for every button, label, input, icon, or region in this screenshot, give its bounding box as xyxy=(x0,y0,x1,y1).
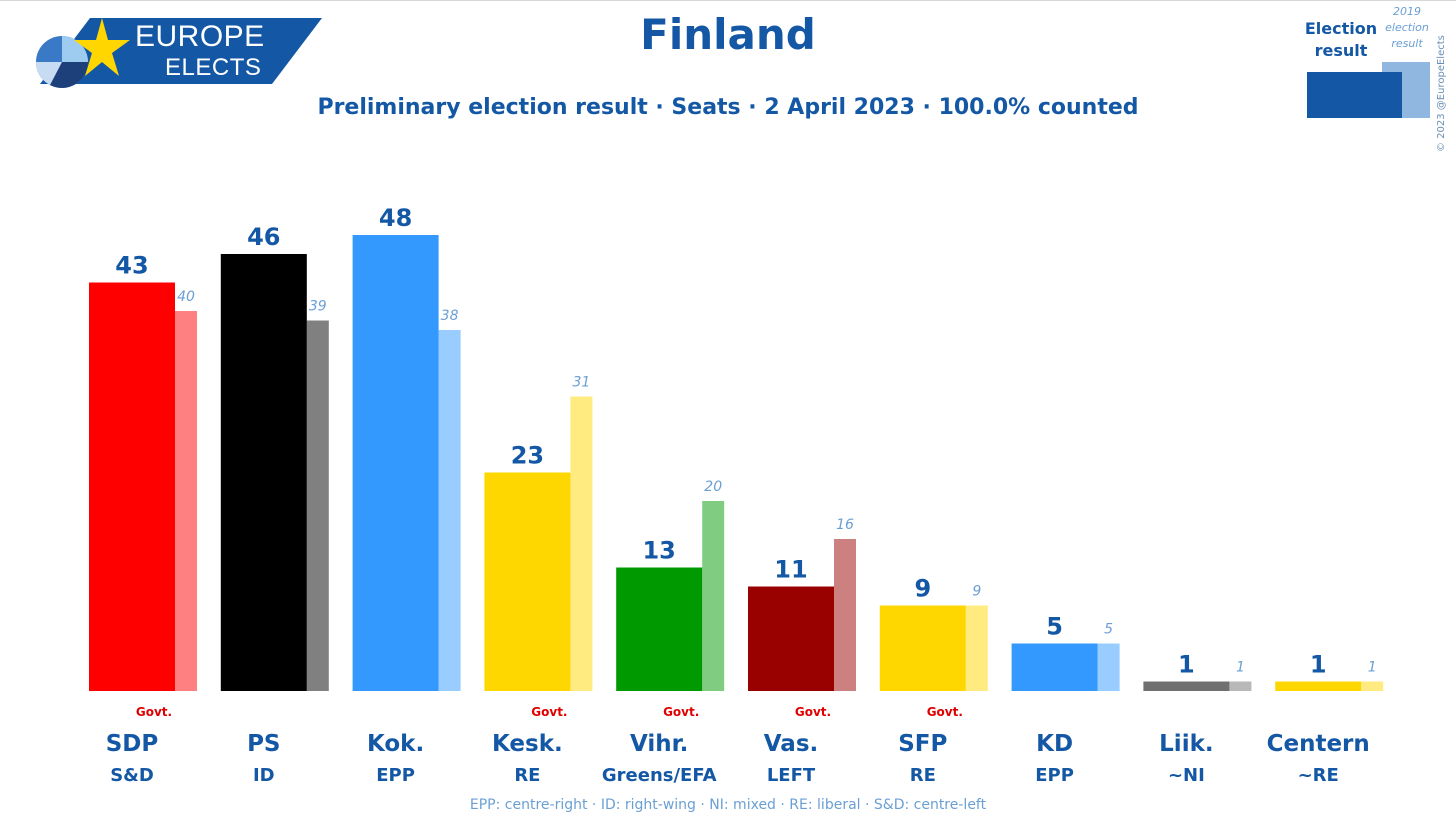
party-label-liik: Liik. xyxy=(1159,731,1213,757)
value-label-2019-ps: 39 xyxy=(309,299,327,315)
bar-2019-sdp xyxy=(175,311,197,691)
party-label-ps: PS xyxy=(247,731,280,757)
bar-2019-kok xyxy=(438,330,461,691)
group-label-kd: EPP xyxy=(1035,765,1074,786)
logo-graphic xyxy=(36,18,322,88)
value-label-2023-kok: 48 xyxy=(379,204,412,232)
party-label-sdp: SDP xyxy=(106,731,159,757)
legend: Election result 2019 election result xyxy=(1300,5,1435,123)
bar-2023-kd xyxy=(1011,643,1098,691)
value-label-2023-kesk: 23 xyxy=(511,442,544,470)
value-label-2019-sfp: 9 xyxy=(972,584,981,600)
govt-marker-sdp: Govt. xyxy=(136,705,172,719)
bar-2023-liik xyxy=(1143,681,1230,691)
bar-2023-vas xyxy=(748,586,834,691)
group-label-kesk: RE xyxy=(514,765,540,786)
value-label-2019-kesk: 31 xyxy=(572,375,590,391)
value-label-2023-liik: 1 xyxy=(1178,651,1195,679)
party-label-sfp: SFP xyxy=(898,731,947,757)
party-label-kok: Kok. xyxy=(367,731,424,757)
govt-marker-vihr: Govt. xyxy=(663,705,699,719)
value-label-2019-vihr: 20 xyxy=(704,479,722,495)
bar-2019-sfp xyxy=(965,605,988,691)
value-label-2019-vas: 16 xyxy=(836,517,854,533)
party-label-kd: KD xyxy=(1036,731,1073,757)
govt-marker-vas: Govt. xyxy=(795,705,831,719)
value-label-2019-centern: 1 xyxy=(1368,660,1377,676)
govt-marker-kesk: Govt. xyxy=(531,705,567,719)
group-label-centern: ~RE xyxy=(1298,765,1339,786)
value-label-2023-sfp: 9 xyxy=(914,575,931,603)
value-label-2019-kok: 38 xyxy=(441,308,459,324)
chart-title: Finland xyxy=(640,10,816,59)
party-label-vas: Vas. xyxy=(764,731,819,757)
value-label-2023-sdp: 43 xyxy=(115,252,148,280)
group-footnote: EPP: centre-right · ID: right-wing · NI:… xyxy=(469,797,987,813)
bar-2023-kesk xyxy=(484,472,571,691)
logo-line2: ELECTS xyxy=(165,54,262,81)
bar-2019-kd xyxy=(1097,643,1120,691)
group-label-ps: ID xyxy=(253,765,275,786)
value-label-2019-liik: 1 xyxy=(1236,660,1245,676)
bar-2019-centern xyxy=(1361,681,1384,691)
value-label-2023-vas: 11 xyxy=(774,556,807,584)
group-label-vihr: Greens/EFA xyxy=(602,765,717,786)
value-label-2023-ps: 46 xyxy=(247,223,280,251)
group-label-vas: LEFT xyxy=(767,765,816,786)
group-label-sdp: S&D xyxy=(110,765,154,786)
value-label-2023-vihr: 13 xyxy=(642,537,675,565)
bar-2023-sfp xyxy=(879,605,966,691)
party-label-kesk: Kesk. xyxy=(492,731,563,757)
value-label-2023-centern: 1 xyxy=(1310,651,1327,679)
chart-subtitle: Preliminary election result · Seats · 2 … xyxy=(317,95,1139,120)
legend-current-label: Election result xyxy=(1304,19,1378,60)
legend-previous-label: 2019 election result xyxy=(1385,5,1429,50)
bar-2023-ps xyxy=(220,254,307,691)
top-rule xyxy=(0,0,1456,1)
bar-2019-ps xyxy=(306,320,329,691)
party-label-centern: Centern xyxy=(1267,731,1370,757)
party-label-vihr: Vihr. xyxy=(630,731,688,757)
bar-2019-vihr xyxy=(702,501,725,691)
europe-elects-logo: EUROPE ELECTS xyxy=(28,14,328,88)
bar-2023-vihr xyxy=(616,567,703,691)
legend-current-swatch xyxy=(1307,72,1402,118)
govt-marker-sfp: Govt. xyxy=(927,705,963,719)
value-label-2019-sdp: 40 xyxy=(177,289,195,305)
bar-2023-kok xyxy=(352,235,439,691)
value-label-2023-kd: 5 xyxy=(1046,613,1063,641)
logo-line1: EUROPE xyxy=(135,20,265,53)
bar-2019-vas xyxy=(834,539,856,691)
value-label-2019-kd: 5 xyxy=(1104,622,1113,638)
group-label-sfp: RE xyxy=(910,765,936,786)
group-label-liik: ~NI xyxy=(1168,765,1205,786)
bar-2019-liik xyxy=(1229,681,1252,691)
bar-2019-kesk xyxy=(570,396,593,691)
bar-2023-sdp xyxy=(89,282,175,691)
group-label-kok: EPP xyxy=(376,765,415,786)
bar-2023-centern xyxy=(1275,681,1362,691)
